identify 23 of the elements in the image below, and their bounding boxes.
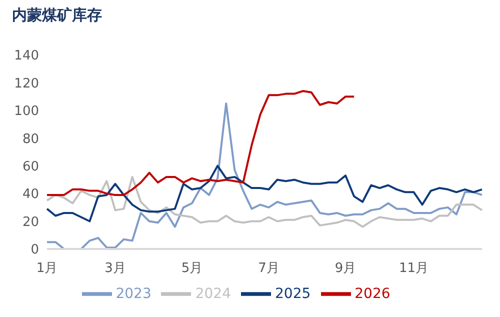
line-series (46, 164, 483, 222)
y-tick-label: 120 (14, 76, 39, 92)
x-tick-label: 9月 (334, 261, 356, 276)
y-tick-label: 80 (22, 132, 39, 147)
chart-title: 内蒙煤矿库存 (11, 5, 103, 26)
line-series (46, 102, 483, 249)
y-tick-label: 0 (30, 242, 39, 258)
y-tick-label: 40 (22, 187, 39, 202)
x-tick-label: 7月 (258, 261, 280, 276)
y-tick-label: 20 (22, 214, 39, 230)
x-tick-label: 5月 (181, 261, 203, 276)
y-tick-label: 60 (22, 159, 39, 174)
legend-label: 2025 (275, 286, 311, 302)
x-tick-label: 3月 (104, 261, 126, 276)
line-series (46, 90, 356, 196)
legend-label: 2024 (195, 286, 231, 302)
y-tick-label: 140 (14, 48, 39, 64)
legend-label: 2023 (116, 286, 152, 302)
legend-label: 2026 (354, 286, 390, 302)
x-tick-label: 1月 (36, 261, 58, 276)
line-series (46, 176, 483, 228)
x-tick-label: 11月 (398, 261, 429, 276)
y-tick-label: 100 (14, 104, 39, 120)
